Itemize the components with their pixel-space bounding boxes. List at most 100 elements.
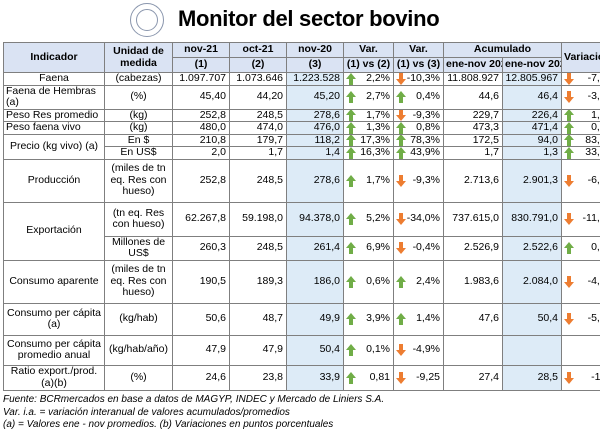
arrow-up-icon: [564, 122, 575, 134]
table-row: Faena de Hembras (a) (%) 45,40 44,20 45,20 2,…: [3, 84, 600, 110]
acum-2020: 94,0: [501, 133, 563, 147]
variacion-ia-value: -6,5%: [587, 173, 600, 186]
var-1-vs-2: 5,2%: [343, 201, 394, 237]
bovine-monitor-table: Indicador Unidad de medida nov-21 oct-21…: [3, 42, 600, 391]
variacion-ia: -5,6%: [561, 302, 600, 336]
table-row: Consumo per cápita promedio anual (kg/hab…: [3, 334, 600, 366]
arrow-up-icon: [346, 73, 356, 85]
var-1-vs-3-value: 43,9%: [410, 146, 440, 158]
variacion-ia-value: -1,13: [591, 370, 600, 383]
variacion-ia: -7,8%: [561, 72, 600, 86]
row-label: Consumo aparente: [3, 259, 105, 304]
arrow-up-icon: [346, 371, 356, 384]
footer-notes: (a) = Valores ene - nov promedios. (b) V…: [3, 419, 334, 430]
value-nov20: 49,9: [286, 302, 344, 336]
header-acumulado: Acumulado: [442, 42, 563, 58]
acum-2021: 172,5: [443, 133, 503, 147]
variacion-ia-value: 1,5%: [591, 109, 600, 121]
variacion-ia: 0,2%: [561, 235, 600, 261]
var-1-vs-2-value: 2,2%: [366, 72, 390, 84]
value-oct21: 59.198,0: [229, 201, 287, 237]
value-nov20: 476,0: [286, 121, 344, 135]
institution-seal-icon: [130, 3, 164, 37]
header-var1-sub: (1) vs (2): [343, 57, 394, 73]
var-1-vs-3-value: -9,3%: [412, 173, 440, 186]
arrow-down-icon: [396, 213, 406, 225]
variacion-ia: 0,4%: [561, 121, 600, 135]
var-1-vs-2: 0,1%: [343, 334, 394, 366]
row-unit: (kg): [104, 121, 173, 135]
value-nov21: 252,8: [172, 108, 230, 122]
var-1-vs-3-value: 0,4%: [416, 90, 440, 103]
arrow-down-icon: [396, 344, 406, 356]
header-acum1: ene-nov 2021: [443, 57, 503, 73]
value-nov21: 1.097.707: [172, 72, 230, 86]
value-nov20: 1,4: [286, 146, 344, 160]
arrow-down-icon: [396, 371, 406, 384]
var-1-vs-2: 2,7%: [343, 84, 394, 110]
row-unit: (miles de tn eq. Res con hueso): [104, 259, 173, 304]
var-1-vs-2: 16,3%: [343, 146, 394, 160]
acum-2020: 830.791,0: [501, 201, 563, 237]
var-1-vs-3: -4,9%: [393, 334, 444, 366]
variacion-ia-value: -11,2%: [582, 212, 600, 225]
table-row: Exportación (tn eq. Res con hueso) 62.267,…: [3, 201, 600, 261]
table-row: Peso faena vivo (kg) 480,0 474,0 476,0 1,3% 0,…: [3, 121, 600, 135]
var-1-vs-3: 78,3%: [393, 133, 444, 147]
footer-source: Fuente: BCRmercados en base a datos de M…: [3, 394, 385, 405]
value-oct21: 23,8: [229, 364, 287, 391]
arrow-up-icon: [396, 147, 406, 159]
row-label: Peso Res promedio: [3, 108, 105, 122]
var-1-vs-3-value: -9,25: [416, 370, 440, 383]
arrow-down-icon: [396, 174, 406, 187]
value-nov20: 50,4: [286, 334, 344, 366]
var-1-vs-3-value: -10,3%: [406, 72, 440, 84]
arrow-down-icon: [564, 174, 575, 187]
acum-2021: 11.808.927: [443, 72, 503, 86]
arrow-down-icon: [564, 313, 575, 325]
var-1-vs-2-value: 3,9%: [366, 312, 390, 325]
acum-2020: 28,5: [501, 364, 563, 391]
var-1-vs-2-value: 17,3%: [360, 134, 390, 146]
header-col3: nov-20: [286, 42, 344, 58]
row-label: Peso faena vivo: [3, 121, 105, 135]
value-oct21: 474,0: [229, 121, 287, 135]
table-row: Peso Res promedio (kg) 252,8 248,5 278,6 1,7%…: [3, 108, 600, 122]
table-row: Producción (miles de tn eq. Res con hueso…: [3, 158, 600, 203]
title-row: Monitor del sector bovino: [0, 0, 600, 42]
arrow-down-icon: [564, 73, 575, 85]
acum-2021: 47,6: [443, 302, 503, 336]
value-nov21: 260,3: [172, 235, 230, 261]
value-nov20: 1.223.528: [286, 72, 344, 86]
var-1-vs-2: 6,9%: [343, 235, 394, 261]
row-unit: En $: [104, 133, 173, 147]
var-1-vs-3: -9,25: [393, 364, 444, 391]
variacion-ia: -1,13: [561, 364, 600, 391]
acum-2021: 737.615,0: [443, 201, 503, 237]
var-1-vs-3-value: 2,4%: [416, 274, 440, 287]
value-nov20: 278,6: [286, 158, 344, 203]
value-nov20: 94.378,0: [286, 201, 344, 237]
arrow-up-icon: [346, 122, 356, 134]
var-1-vs-2-value: 1,3%: [366, 121, 390, 133]
acum-2020: 226,4: [501, 108, 563, 122]
row-unit: (%): [104, 84, 173, 110]
acum-2021: 473,3: [443, 121, 503, 135]
value-nov21: 252,8: [172, 158, 230, 203]
value-oct21: 248,5: [229, 158, 287, 203]
acum-2020: 12.805.967: [501, 72, 563, 86]
value-nov20: 261,4: [286, 235, 344, 261]
value-nov21: 480,0: [172, 121, 230, 135]
var-1-vs-2-value: 0,6%: [366, 274, 390, 287]
page-title: Monitor del sector bovino: [178, 6, 440, 31]
arrow-up-icon: [564, 147, 575, 159]
value-nov21: 2,0: [172, 146, 230, 160]
row-label: Producción: [3, 158, 105, 203]
row-unit: En US$: [104, 146, 173, 160]
acum-2021: [443, 334, 503, 366]
acum-2021: 2.713,6: [443, 158, 503, 203]
value-oct21: 1,7: [229, 146, 287, 160]
variacion-ia-value: 33,6%: [585, 146, 600, 158]
var-1-vs-3-value: 0,8%: [416, 121, 440, 133]
